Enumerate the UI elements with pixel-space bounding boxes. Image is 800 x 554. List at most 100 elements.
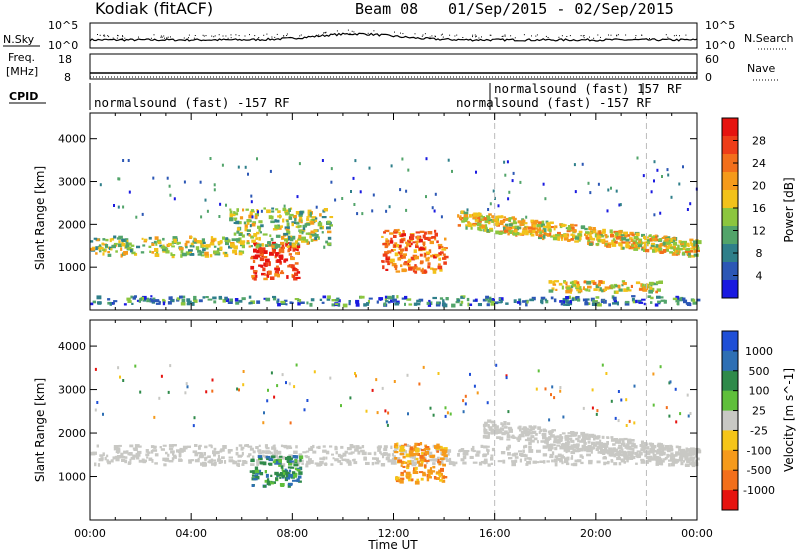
scatter-cell <box>546 224 551 229</box>
scatter-cell <box>353 461 358 465</box>
noise-search-point <box>211 35 213 37</box>
scatter-cell <box>580 461 584 465</box>
scatter-cell <box>246 242 250 245</box>
scatter-cell <box>655 249 658 253</box>
scatter-cell <box>650 244 655 248</box>
noise-search-point <box>324 32 326 34</box>
scatter-cell <box>267 270 272 275</box>
scatter-cell <box>601 435 605 439</box>
scatter-cell <box>315 234 319 238</box>
scatter-cell <box>248 245 251 248</box>
scatter-cell <box>251 223 256 227</box>
scatter-cell <box>631 233 635 237</box>
scatter-speckle <box>303 408 306 412</box>
scatter-cell <box>400 248 405 252</box>
scatter-speckle <box>618 203 621 207</box>
scatter-cell <box>441 453 445 456</box>
scatter-cell <box>540 440 545 443</box>
scatter-cell <box>497 301 503 304</box>
scatter-cell <box>128 461 132 465</box>
scatter-speckle <box>384 409 387 413</box>
scatter-cell <box>291 243 296 246</box>
noise-search-point <box>475 36 476 38</box>
scatter-cell <box>484 227 487 232</box>
scatter-cell <box>617 454 621 458</box>
scatter-cell <box>629 455 633 458</box>
scatter-cell <box>291 471 296 475</box>
scatter-cell <box>179 247 184 251</box>
scatter-cell <box>317 222 323 227</box>
scatter-cell <box>270 451 273 455</box>
scatter-cell <box>405 475 410 479</box>
scatter-cell <box>628 245 634 250</box>
scatter-speckle <box>288 382 291 386</box>
scatter-cell <box>530 219 535 223</box>
scatter-cell <box>555 457 559 460</box>
scatter-cell <box>498 222 504 226</box>
scatter-cell <box>178 453 182 457</box>
scatter-cell <box>397 459 403 463</box>
scatter-cell <box>296 247 299 251</box>
scatter-speckle <box>503 160 506 164</box>
scatter-cell <box>640 458 645 461</box>
scatter-cell <box>170 296 173 300</box>
scatter-cell <box>517 220 521 224</box>
scatter-cell <box>249 470 253 473</box>
scatter-cell <box>117 243 122 248</box>
scatter-cell <box>615 439 619 443</box>
scatter-speckle <box>139 390 142 394</box>
scatter-cell <box>470 226 473 230</box>
scatter-speckle <box>544 197 547 201</box>
scatter-cell <box>600 238 605 243</box>
scatter-cell <box>502 225 507 229</box>
scatter-cell <box>113 242 118 245</box>
scatter-speckle <box>433 209 436 213</box>
scatter-cell <box>442 301 445 305</box>
scatter-cell <box>208 444 213 447</box>
scatter-cell <box>686 248 691 251</box>
scatter-cell <box>99 454 104 457</box>
scatter-cell <box>265 444 268 448</box>
scatter-cell <box>576 281 580 285</box>
scatter-cell <box>271 446 276 450</box>
scatter-cell <box>405 444 410 447</box>
scatter-cell <box>595 243 600 246</box>
scatter-cell <box>95 252 98 255</box>
scatter-cell <box>436 450 440 453</box>
scatter-cell <box>485 435 490 439</box>
scatter-speckle <box>446 411 449 415</box>
scatter-cell <box>357 450 361 455</box>
noise-search-point <box>667 36 669 38</box>
scatter-cell <box>474 218 479 222</box>
scatter-cell <box>596 235 602 239</box>
scatter-speckle <box>183 180 186 184</box>
scatter-cell <box>508 230 514 234</box>
scatter-cell <box>281 473 286 478</box>
scatter-speckle <box>665 406 668 410</box>
scatter-cell <box>171 457 175 461</box>
scatter-speckle <box>542 182 545 186</box>
scatter-cell <box>253 248 257 253</box>
scatter-cell <box>168 296 173 300</box>
scatter-cell <box>263 256 268 259</box>
scatter-cell <box>319 226 323 230</box>
noise-search-point <box>347 29 349 31</box>
scatter-cell <box>316 463 321 467</box>
scatter-cell <box>142 244 146 247</box>
scatter-cell <box>675 247 680 250</box>
scatter-cell <box>288 216 292 220</box>
scatter-cell <box>394 252 399 257</box>
scatter-cell <box>686 460 690 463</box>
scatter-cell <box>227 301 233 304</box>
scatter-cell <box>672 297 678 301</box>
noise-search-point <box>138 36 139 38</box>
scatter-cell <box>288 235 291 240</box>
y-tick-label: 4000 <box>58 133 86 146</box>
scatter-cell <box>422 242 426 246</box>
scatter-cell <box>218 461 222 464</box>
scatter-cell <box>570 431 575 434</box>
scatter-cell <box>438 469 441 472</box>
scatter-cell <box>290 237 294 242</box>
scatter-cell <box>275 253 279 257</box>
